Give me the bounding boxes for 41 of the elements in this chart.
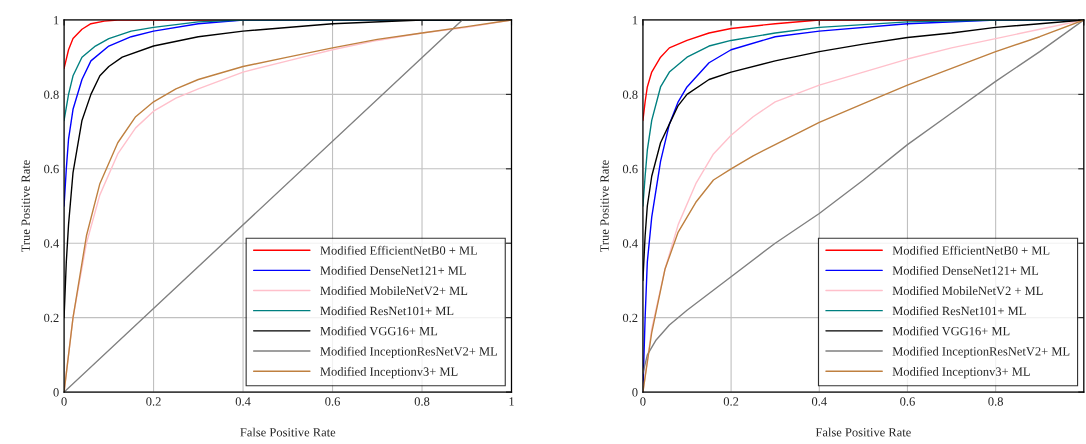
legend-label: Modified MobileNetV2 + ML [892, 286, 1043, 296]
y-tick-label: 0.8 [622, 90, 638, 99]
y-tick-label: 0 [632, 388, 638, 397]
legend-label: Modified DenseNet121+ ML [320, 265, 466, 275]
legend-label: Modified ResNet101+ ML [892, 306, 1026, 316]
legend-label: Modified DenseNet121+ ML [892, 265, 1039, 275]
legend-label: Modified ResNet101+ ML [320, 306, 454, 316]
y-tick-label: 0.4 [622, 239, 638, 248]
y-tick-label: 1 [632, 16, 638, 25]
legend-label: Modified Inceptionv3+ ML [320, 366, 458, 379]
legend-label: Modified Inceptionv3+ ML [892, 366, 1030, 379]
y-axis-title: True Positive Rate [600, 160, 609, 253]
x-tick-label: 0.2 [146, 397, 161, 406]
y-tick-label: 0.6 [622, 164, 638, 174]
legend-label: Modified VGG16+ ML [320, 326, 438, 336]
x-tick-label: 0.6 [325, 397, 340, 406]
x-tick-label: 0.2 [723, 397, 739, 406]
x-tick-label: 0.8 [414, 397, 430, 406]
y-axis-title: True Positive Rate [21, 160, 30, 253]
y-tick-label: 0.8 [44, 90, 59, 99]
legend-label: Modified InceptionResNetV2+ ML [320, 346, 497, 359]
x-tick-label: 0.6 [900, 397, 915, 406]
x-tick-label: 0.8 [988, 397, 1003, 406]
legend-label: Modified EfficientNetB0 + ML [320, 245, 477, 255]
legend-label: Modified MobileNetV2+ ML [320, 286, 468, 296]
y-tick-label: 0.6 [44, 164, 59, 174]
x-tick-label: 0.4 [235, 397, 251, 406]
y-tick-label: 0 [53, 388, 59, 397]
x-tick-label: 0.4 [811, 397, 827, 406]
y-tick-label: 1 [54, 16, 59, 25]
x-tick-label: 0 [61, 397, 67, 406]
legend-label: Modified VGG16+ ML [892, 326, 1010, 336]
y-tick-label: 0.2 [44, 313, 59, 323]
legend-label: Modified InceptionResNetV2+ ML [892, 346, 1070, 359]
y-tick-label: 0.2 [622, 313, 638, 323]
legend-label: Modified EfficientNetB0 + ML [892, 245, 1050, 255]
x-axis-title: False Positive Rate [815, 427, 911, 437]
y-tick-label: 0.4 [44, 239, 60, 248]
x-axis-title: False Positive Rate [240, 427, 336, 437]
x-tick-label: 1 [509, 397, 514, 406]
x-tick-label: 0 [640, 397, 646, 406]
